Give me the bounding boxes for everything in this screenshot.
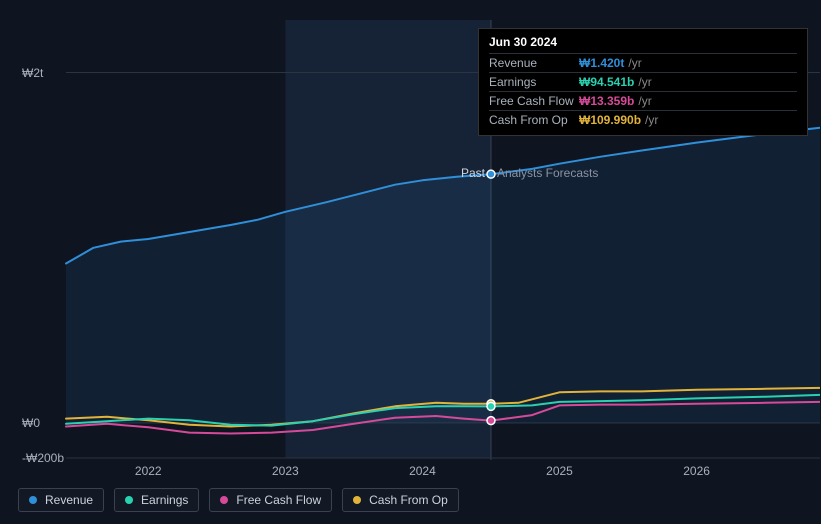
legend-dot-icon	[353, 496, 361, 504]
tooltip-row: Free Cash Flow₩13.359b/yr	[489, 91, 797, 110]
forecasts-label: Analysts Forecasts	[497, 166, 598, 180]
legend: Revenue Earnings Free Cash Flow Cash From O…	[18, 488, 459, 512]
marker-earnings[interactable]	[487, 402, 495, 410]
tooltip-row-unit: /yr	[638, 75, 651, 89]
tooltip-row-label: Earnings	[489, 75, 579, 89]
legend-dot-icon	[125, 496, 133, 504]
past-label: Past	[461, 166, 485, 180]
legend-label: Earnings	[141, 493, 188, 507]
tooltip-row-label: Free Cash Flow	[489, 94, 579, 108]
x-tick-label: 2024	[409, 464, 436, 478]
tooltip-row-unit: /yr	[638, 94, 651, 108]
legend-dot-icon	[220, 496, 228, 504]
x-tick-label: 2023	[272, 464, 299, 478]
legend-item-cash_from_op[interactable]: Cash From Op	[342, 488, 459, 512]
legend-label: Free Cash Flow	[236, 493, 321, 507]
legend-label: Revenue	[45, 493, 93, 507]
x-tick-label: 2026	[683, 464, 710, 478]
legend-label: Cash From Op	[369, 493, 448, 507]
marker-free_cash_flow[interactable]	[487, 417, 495, 425]
y-tick-label: ₩2t	[22, 66, 43, 80]
tooltip-row: Revenue₩1.420t/yr	[489, 53, 797, 72]
tooltip-row-value: ₩1.420t	[579, 56, 624, 70]
x-tick-label: 2025	[546, 464, 573, 478]
tooltip-date: Jun 30 2024	[489, 35, 797, 49]
legend-dot-icon	[29, 496, 37, 504]
x-tick-label: 2022	[135, 464, 162, 478]
legend-item-revenue[interactable]: Revenue	[18, 488, 104, 512]
y-tick-label: ₩0	[22, 416, 40, 430]
tooltip-row: Cash From Op₩109.990b/yr	[489, 110, 797, 129]
tooltip-row-unit: /yr	[628, 56, 641, 70]
tooltip-row-value: ₩13.359b	[579, 94, 634, 108]
tooltip-row-label: Cash From Op	[489, 113, 579, 127]
tooltip-row-label: Revenue	[489, 56, 579, 70]
legend-item-earnings[interactable]: Earnings	[114, 488, 199, 512]
financials-chart: Jun 30 2024 Revenue₩1.420t/yrEarnings₩94…	[18, 10, 802, 470]
y-tick-label: -₩200b	[22, 451, 64, 465]
tooltip-rows: Revenue₩1.420t/yrEarnings₩94.541b/yrFree…	[489, 53, 797, 129]
legend-item-free_cash_flow[interactable]: Free Cash Flow	[209, 488, 332, 512]
marker-revenue[interactable]	[487, 170, 495, 178]
tooltip-row-value: ₩109.990b	[579, 113, 641, 127]
tooltip-row-unit: /yr	[645, 113, 658, 127]
tooltip-row-value: ₩94.541b	[579, 75, 634, 89]
tooltip-row: Earnings₩94.541b/yr	[489, 72, 797, 91]
chart-tooltip: Jun 30 2024 Revenue₩1.420t/yrEarnings₩94…	[478, 28, 808, 136]
